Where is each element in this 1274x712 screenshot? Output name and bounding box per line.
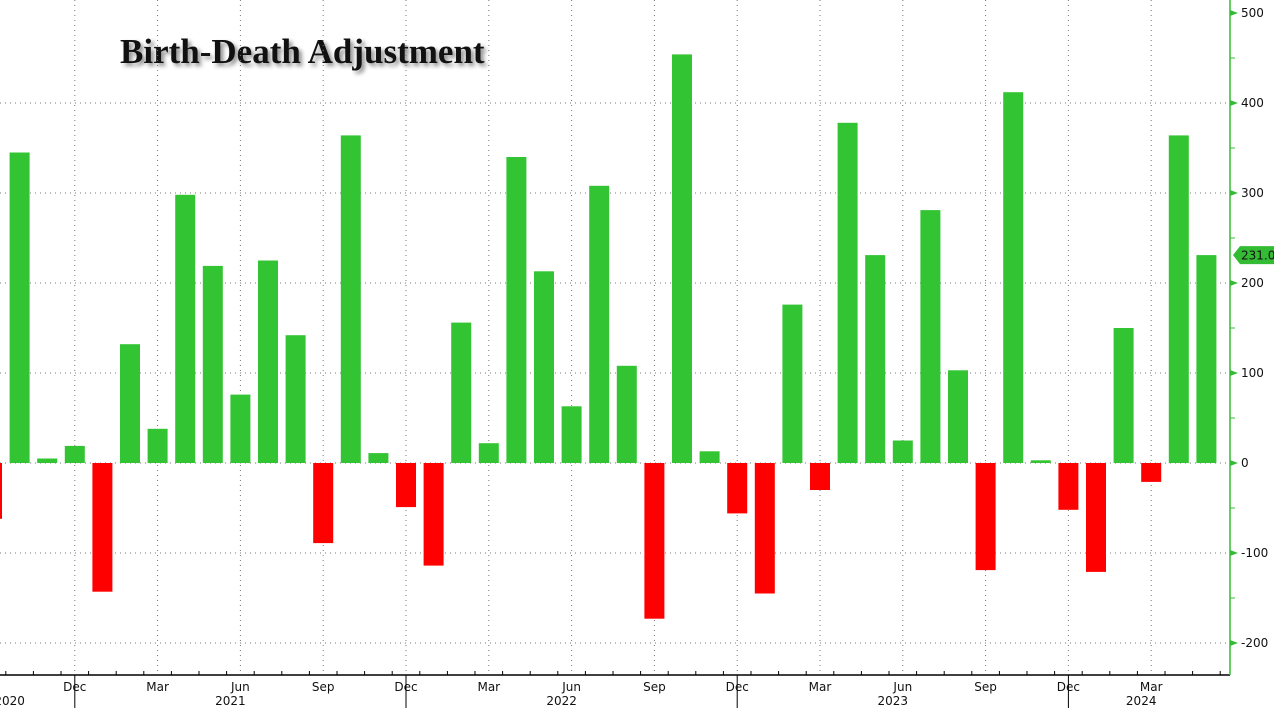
y-tick-label: -100	[1241, 546, 1268, 560]
bar	[699, 451, 720, 463]
x-tick-label: Sep	[974, 680, 997, 694]
x-tick-label: Mar	[146, 680, 169, 694]
bar	[1086, 463, 1106, 572]
bar	[9, 152, 30, 463]
bar	[754, 463, 775, 594]
x-year-label: 2024	[1126, 694, 1157, 708]
x-tick-label: Mar	[477, 680, 500, 694]
y-tick-mark	[1230, 640, 1238, 646]
bar	[423, 463, 444, 566]
bar	[1030, 460, 1051, 463]
bar	[810, 463, 830, 490]
x-tick-label: Jun	[892, 680, 912, 694]
bar	[1141, 463, 1162, 482]
y-tick-mark	[1230, 190, 1238, 196]
x-tick-label: Mar	[809, 680, 832, 694]
bar	[865, 255, 886, 463]
x-tick-label: Sep	[312, 680, 335, 694]
y-tick-mark	[1230, 550, 1238, 556]
bar	[644, 463, 665, 619]
bar	[175, 194, 196, 464]
x-year-label: 2023	[878, 694, 909, 708]
bar	[672, 54, 692, 464]
y-tick-label: -200	[1241, 636, 1268, 650]
bar	[313, 463, 334, 544]
bar	[1168, 135, 1189, 463]
bar	[948, 370, 968, 463]
bar	[1196, 255, 1217, 463]
bar	[120, 344, 140, 463]
x-tick-label: Sep	[643, 680, 666, 694]
y-tick-label: 200	[1241, 276, 1264, 290]
bar	[1058, 463, 1079, 510]
x-tick-label: Mar	[1140, 680, 1163, 694]
bar	[451, 322, 472, 463]
bar	[478, 443, 499, 463]
bar	[837, 122, 858, 464]
bar	[616, 365, 637, 463]
x-year-label: 2021	[215, 694, 246, 708]
bar	[561, 406, 582, 463]
bar	[147, 428, 168, 463]
y-tick-label: 100	[1241, 366, 1264, 380]
bar	[975, 463, 996, 571]
y-tick-mark	[1230, 460, 1238, 466]
y-tick-mark	[1230, 370, 1238, 376]
bar	[1003, 92, 1024, 463]
bar	[92, 463, 113, 592]
bar	[506, 157, 527, 463]
last-value-badge	[1233, 246, 1274, 265]
bar	[0, 463, 2, 519]
bar	[534, 271, 554, 463]
bar	[920, 210, 941, 463]
bar	[892, 440, 913, 463]
bar	[589, 185, 610, 464]
y-tick-label: 0	[1241, 456, 1249, 470]
x-year-label: 2022	[546, 694, 577, 708]
y-tick-mark	[1230, 100, 1238, 106]
bar	[340, 135, 361, 463]
y-tick-mark	[1230, 10, 1238, 16]
bar	[64, 445, 85, 463]
bar	[396, 463, 416, 508]
y-tick-label: 500	[1241, 6, 1264, 20]
bar	[258, 260, 278, 463]
last-value-label: 231.0	[1241, 249, 1274, 263]
y-tick-label: 400	[1241, 96, 1264, 110]
x-tick-label: Jun	[561, 680, 581, 694]
bar	[230, 394, 251, 463]
bar	[37, 458, 58, 463]
bar	[1113, 328, 1134, 463]
bar	[285, 335, 306, 463]
y-tick-mark	[1230, 280, 1238, 286]
bar	[368, 453, 389, 463]
y-tick-label: 300	[1241, 186, 1264, 200]
chart-title: Birth-Death Adjustment	[120, 32, 485, 71]
bar	[727, 463, 748, 514]
bar	[202, 265, 223, 463]
bar	[782, 304, 803, 463]
x-tick-label: Jun	[230, 680, 250, 694]
